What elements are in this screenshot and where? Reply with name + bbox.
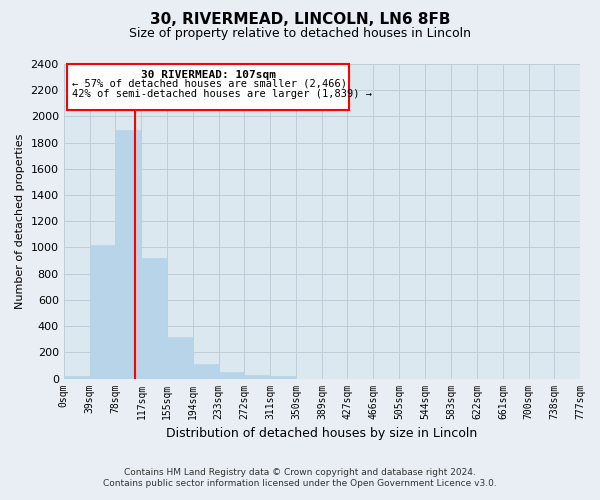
Bar xyxy=(218,372,244,378)
Bar xyxy=(167,336,193,378)
Text: 42% of semi-detached houses are larger (1,839) →: 42% of semi-detached houses are larger (… xyxy=(73,89,373,99)
Text: Size of property relative to detached houses in Lincoln: Size of property relative to detached ho… xyxy=(129,28,471,40)
Text: Contains HM Land Registry data © Crown copyright and database right 2024.
Contai: Contains HM Land Registry data © Crown c… xyxy=(103,468,497,487)
Bar xyxy=(142,258,167,378)
Bar xyxy=(193,364,218,378)
Y-axis label: Number of detached properties: Number of detached properties xyxy=(15,134,25,309)
Text: 30, RIVERMEAD, LINCOLN, LN6 8FB: 30, RIVERMEAD, LINCOLN, LN6 8FB xyxy=(150,12,450,28)
Bar xyxy=(271,376,296,378)
Text: 30 RIVERMEAD: 107sqm: 30 RIVERMEAD: 107sqm xyxy=(141,70,276,80)
Bar xyxy=(115,130,142,378)
Bar xyxy=(64,376,89,378)
Text: ← 57% of detached houses are smaller (2,466): ← 57% of detached houses are smaller (2,… xyxy=(73,78,347,88)
Bar xyxy=(244,374,271,378)
X-axis label: Distribution of detached houses by size in Lincoln: Distribution of detached houses by size … xyxy=(166,427,478,440)
FancyBboxPatch shape xyxy=(67,64,349,110)
Bar xyxy=(89,245,115,378)
